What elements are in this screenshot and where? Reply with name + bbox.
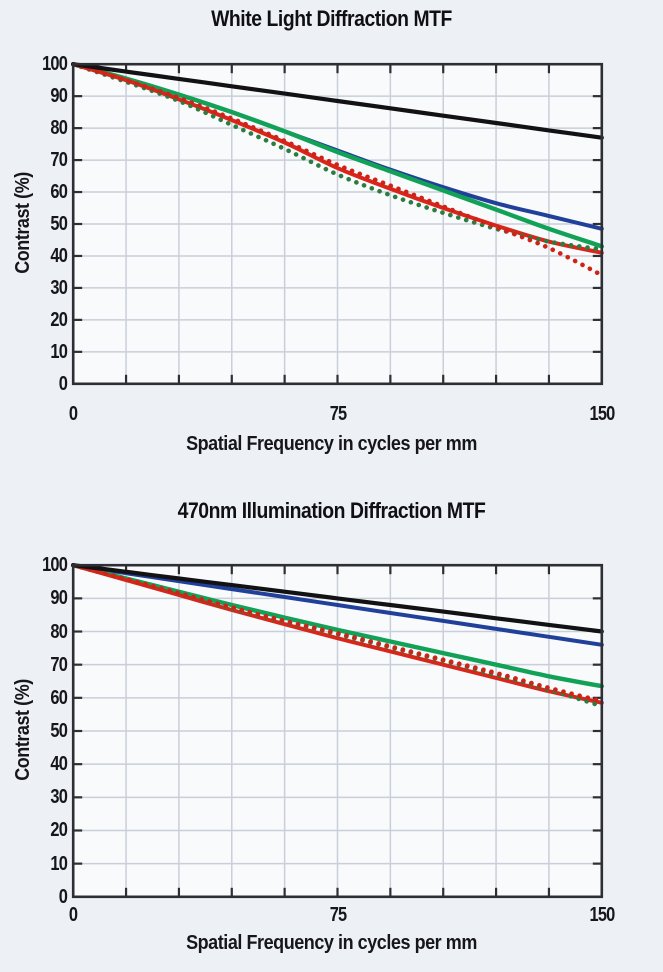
x-tick-label: 0 <box>69 403 78 425</box>
x-tick-label: 150 <box>589 904 615 926</box>
y-tick-label: 70 <box>50 653 67 676</box>
y-tick-label: 10 <box>50 340 67 363</box>
y-tick-label: 90 <box>50 85 67 108</box>
series-red-solid <box>71 62 604 255</box>
y-tick-label: 60 <box>50 686 67 709</box>
series-red-dotted <box>71 62 604 278</box>
mtf-plot-white-light <box>71 62 604 386</box>
chart-title-470nm: 470nm Illumination Diffraction MTF <box>177 498 486 523</box>
series-red-dotted <box>71 563 604 704</box>
x-tick-label: 75 <box>329 403 346 425</box>
chart-title-white-light: White Light Diffraction MTF <box>211 6 452 31</box>
y-tick-label: 0 <box>58 885 68 908</box>
y-tick-label: 100 <box>42 53 68 76</box>
y-tick-label: 50 <box>50 213 67 235</box>
y-tick-label: 80 <box>50 620 67 643</box>
y-tick-label: 70 <box>50 149 67 172</box>
mtf-plot-470nm <box>71 563 604 899</box>
y-tick-label: 40 <box>50 244 67 267</box>
plot-frame <box>71 62 604 386</box>
y-tick-label: 50 <box>50 720 67 742</box>
series-black-diffraction-limit <box>71 563 604 634</box>
x-axis-title: Spatial Frequency in cycles per mm <box>186 932 477 954</box>
y-tick-label: 0 <box>58 372 68 395</box>
y-tick-label: 60 <box>50 181 67 204</box>
plot-frame <box>71 563 604 899</box>
series-blue-solid <box>71 563 604 647</box>
y-tick-label: 30 <box>50 786 67 809</box>
x-tick-label: 150 <box>589 403 615 425</box>
series-red-solid <box>71 563 604 705</box>
y-tick-label: 80 <box>50 117 67 140</box>
y-tick-label: 40 <box>50 753 67 776</box>
series-black-diffraction-limit <box>71 62 604 140</box>
y-tick-label: 100 <box>42 554 68 577</box>
x-tick-label: 75 <box>329 904 346 926</box>
series-green-solid <box>71 62 604 249</box>
y-tick-label: 30 <box>50 276 67 299</box>
x-axis-title: Spatial Frequency in cycles per mm <box>186 433 477 455</box>
y-tick-label: 20 <box>50 308 67 331</box>
y-tick-label: 90 <box>50 587 67 610</box>
y-tick-label: 20 <box>50 819 67 842</box>
y-tick-label: 10 <box>50 852 67 875</box>
x-tick-label: 0 <box>69 904 78 926</box>
